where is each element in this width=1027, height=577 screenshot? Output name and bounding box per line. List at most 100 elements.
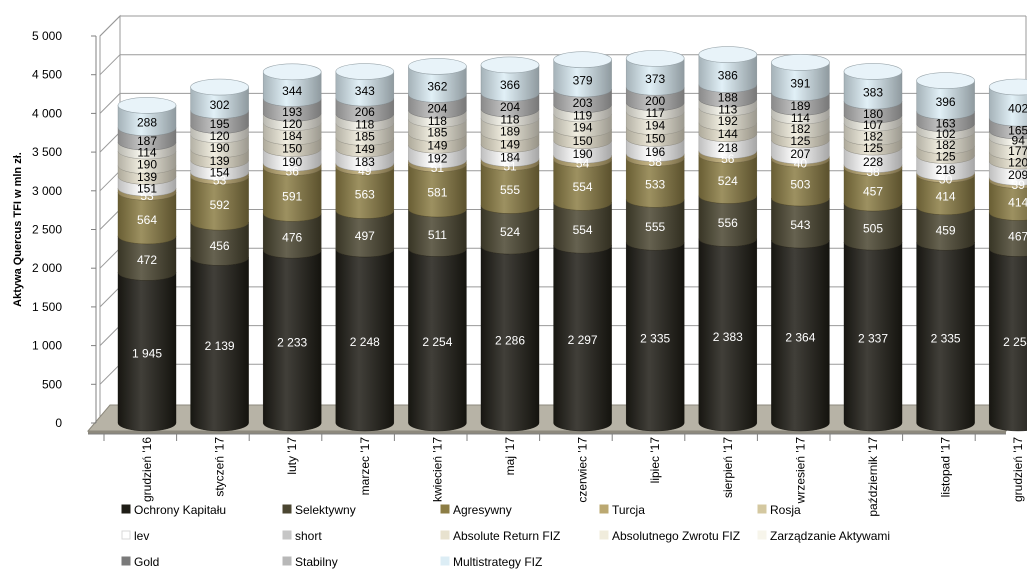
gridline-side	[99, 93, 121, 114]
legend-item: Rosja	[757, 503, 801, 517]
legend-label: lev	[134, 529, 149, 543]
data-label: 344	[282, 84, 302, 98]
y-tick-label: 3 500	[32, 145, 62, 159]
legend-label: Agresywny	[453, 503, 512, 517]
y-tick-label: 0	[55, 416, 62, 430]
data-label: 102	[936, 127, 956, 141]
data-label: 94	[1012, 134, 1026, 148]
data-label: 125	[936, 150, 956, 164]
data-label: 120	[282, 117, 302, 131]
data-label: 472	[137, 253, 157, 267]
bar-cap	[408, 58, 467, 75]
data-label: 505	[863, 222, 883, 236]
y-tick-label: 5 000	[32, 29, 62, 43]
data-label: 467	[1008, 229, 1027, 243]
legend-label: Absolutnego Zwrotu FIZ	[612, 529, 740, 543]
legend-item: short	[282, 529, 322, 543]
legend-swatch	[282, 556, 292, 566]
data-label: 165	[1008, 124, 1027, 138]
data-label: 30	[939, 173, 953, 187]
data-label: 2 139	[205, 339, 235, 353]
y-tick-label: 3 000	[32, 184, 62, 198]
gridline-side	[99, 286, 121, 308]
data-label: 555	[500, 183, 520, 197]
data-label: 163	[936, 117, 956, 131]
data-label: 414	[936, 190, 956, 204]
data-label: 554	[573, 180, 593, 194]
legend-swatch	[121, 556, 131, 566]
legend-swatch	[440, 556, 450, 566]
data-label: 38	[866, 165, 880, 179]
data-label: 524	[500, 225, 520, 239]
legend-label: Ochrony Kapitału	[134, 503, 226, 517]
legend-label: Gold	[134, 555, 159, 569]
legend-swatch	[440, 530, 450, 540]
data-label: 150	[573, 134, 593, 148]
data-label: 402	[1008, 102, 1027, 116]
data-label: 56	[286, 164, 300, 178]
data-label: 503	[790, 178, 810, 192]
data-label: 554	[573, 223, 593, 237]
data-label: 204	[500, 100, 520, 114]
data-label: 192	[718, 114, 738, 128]
data-label: 228	[863, 155, 883, 169]
data-label: 476	[282, 231, 302, 245]
bar-cap	[480, 56, 540, 74]
data-label: 58	[649, 155, 663, 169]
x-tick-label: marzec '17	[358, 437, 372, 496]
x-tick-label: styczeń '17	[213, 437, 227, 497]
data-label: 107	[863, 118, 883, 132]
data-label: 373	[645, 72, 665, 86]
legend-label: Rosja	[770, 503, 801, 517]
data-label: 2 286	[495, 334, 525, 348]
legend-item: Selektywny	[282, 503, 356, 517]
data-label: 182	[863, 129, 883, 143]
data-label: 288	[137, 116, 157, 130]
data-label: 125	[790, 134, 810, 148]
data-label: 192	[427, 152, 447, 166]
legend-item: Absolute Return FIZ	[440, 529, 560, 543]
x-tick-label: grudzień '17	[1011, 437, 1025, 502]
data-label: 457	[863, 184, 883, 198]
data-label: 150	[645, 132, 665, 146]
data-label: 114	[137, 146, 156, 160]
legend-item: Gold	[121, 555, 159, 569]
legend-swatch	[599, 504, 609, 514]
x-tick-label: kwiecień '17	[430, 437, 444, 502]
legend-swatch	[121, 530, 131, 540]
y-tick-label: 2 000	[32, 261, 62, 275]
data-label: 190	[573, 147, 593, 161]
gridline-side	[99, 209, 121, 230]
data-label: 343	[355, 84, 375, 98]
data-label: 183	[355, 155, 375, 169]
data-label: 113	[718, 102, 737, 116]
data-label: 524	[718, 174, 738, 188]
gridline-side	[99, 170, 121, 192]
data-label: 120	[1008, 156, 1027, 170]
data-label: 149	[427, 138, 447, 152]
legend-label: Zarządzanie Aktywami	[770, 529, 890, 543]
data-label: 150	[282, 142, 302, 156]
data-label: 209	[1008, 168, 1027, 182]
data-label: 114	[791, 111, 810, 125]
legend-swatch	[282, 530, 292, 540]
data-label: 177	[1008, 144, 1027, 158]
legend-label: Multistrategy FIZ	[453, 555, 542, 569]
data-label: 414	[1008, 195, 1027, 209]
data-label: 564	[137, 213, 157, 227]
data-label: 40	[794, 157, 808, 171]
legend-item: Zarządzanie Aktywami	[757, 529, 890, 543]
data-label: 193	[282, 105, 302, 119]
data-label: 2 383	[713, 330, 743, 344]
legend-item: Turcja	[599, 503, 645, 517]
legend-item: Absolutnego Zwrotu FIZ	[599, 529, 740, 543]
data-label: 51	[431, 161, 445, 175]
